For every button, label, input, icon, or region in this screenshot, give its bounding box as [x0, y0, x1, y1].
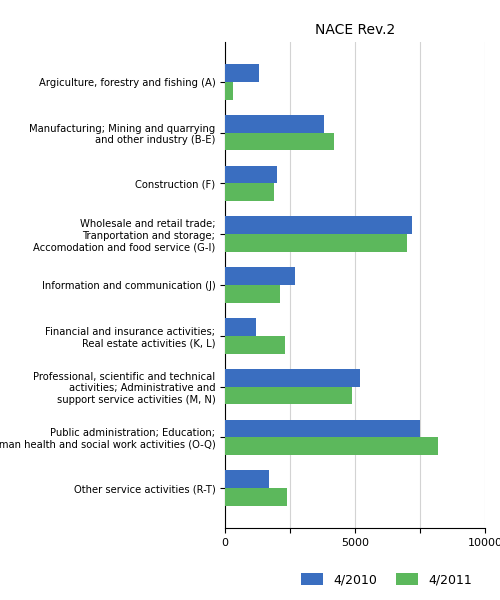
Bar	[225, 285, 280, 303]
Bar	[225, 64, 259, 82]
Bar	[225, 82, 233, 100]
Bar	[225, 217, 412, 234]
Bar	[225, 488, 288, 506]
Bar	[225, 267, 295, 285]
Bar	[225, 133, 334, 151]
Legend: 4/2010, 4/2011: 4/2010, 4/2011	[296, 568, 477, 591]
Bar	[225, 336, 285, 353]
Bar	[225, 386, 352, 404]
Bar	[225, 437, 438, 455]
Bar	[225, 234, 407, 252]
Bar	[225, 184, 274, 201]
Bar	[225, 318, 256, 336]
Bar	[225, 369, 360, 386]
Bar	[225, 166, 277, 184]
Bar	[225, 115, 324, 133]
Bar	[225, 470, 269, 488]
Bar	[225, 419, 420, 437]
Title: NACE Rev.2: NACE Rev.2	[315, 23, 395, 37]
